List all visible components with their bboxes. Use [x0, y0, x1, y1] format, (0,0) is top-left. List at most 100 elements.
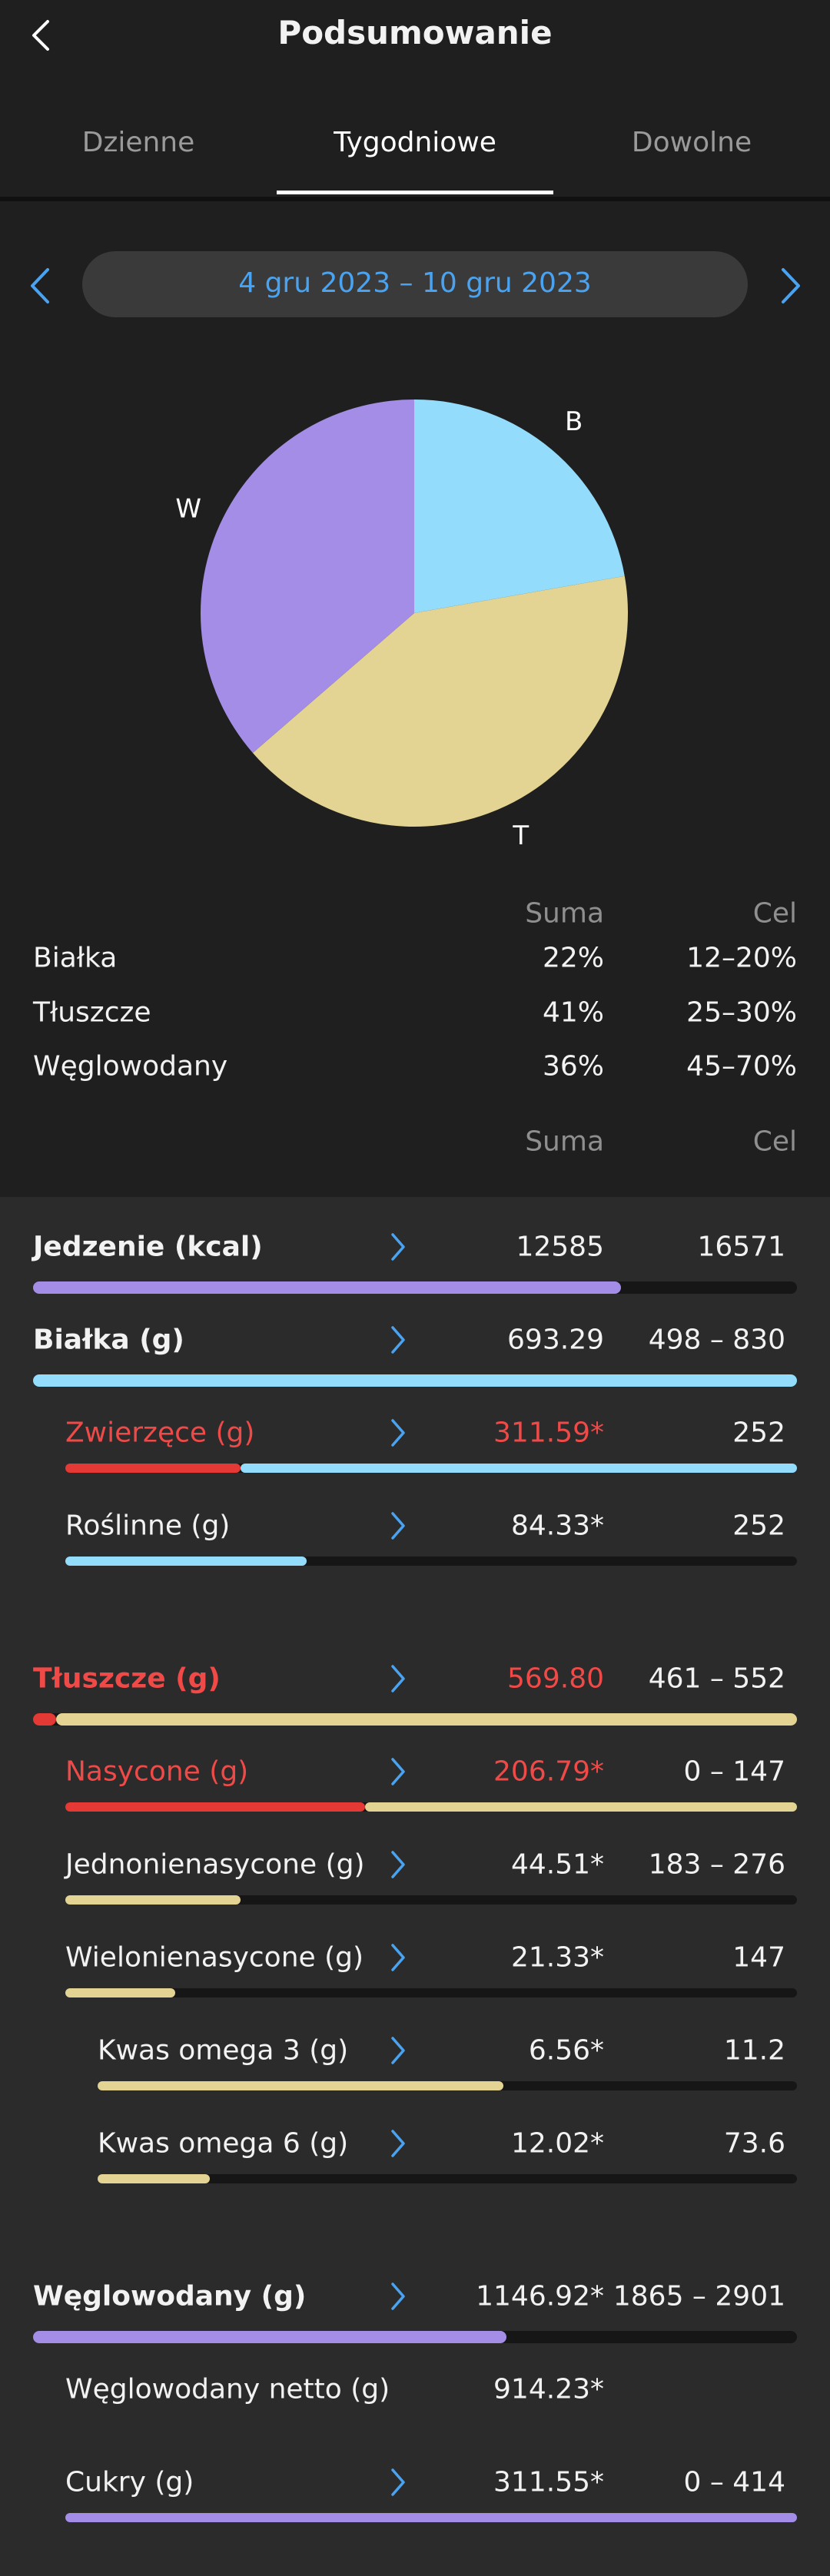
progress-segment [65, 1895, 241, 1905]
nutrient-sum: 12585 [516, 1231, 604, 1263]
detail-arrow[interactable] [387, 1417, 410, 1448]
nutrient-target: 0 – 147 [683, 1755, 785, 1788]
nutrient-label[interactable]: Cukry (g) [65, 2466, 194, 2498]
pie-slice [252, 575, 628, 827]
detail-arrow[interactable] [387, 2035, 410, 2066]
progress-segment [65, 1464, 241, 1473]
nutrient-sum: 84.33* [510, 1510, 604, 1542]
macro-label: Węglowodany [33, 1050, 228, 1082]
macro-label: Białka [33, 942, 118, 974]
progress-segment [65, 1557, 307, 1566]
progress-segment [55, 1713, 797, 1726]
detail-arrow[interactable] [387, 1663, 410, 1694]
nutrient-target: 73.6 [723, 2127, 785, 2160]
nutrient-label[interactable]: Nasycone (g) [65, 1755, 249, 1788]
progress-segment [65, 1802, 366, 1812]
progress-segment [98, 2174, 210, 2183]
nutrient-target: 252 [732, 1417, 785, 1449]
nutrient-sum: 6.56* [528, 2034, 604, 2067]
column-header: Cel [752, 1126, 797, 1158]
nutrient-label[interactable]: Jedzenie (kcal) [33, 1231, 263, 1263]
column-header: Cel [752, 897, 797, 930]
macro-target: 45–70% [686, 1050, 797, 1082]
date-range: 4 gru 2023 – 10 gru 2023 [238, 267, 592, 299]
macro-target: 12–20% [686, 942, 797, 974]
progress-track [98, 2174, 797, 2183]
nutrient-target: 16571 [697, 1231, 785, 1263]
progress-track [65, 1988, 797, 1997]
nutrient-target: 147 [732, 1941, 785, 1974]
macro-label: Tłuszcze [33, 996, 151, 1028]
nutrient-label[interactable]: Wielonienasycone (g) [65, 1941, 364, 1974]
pie-label: W [175, 493, 201, 524]
tab-divider [0, 197, 830, 201]
progress-segment [241, 1464, 797, 1473]
progress-segment [365, 1802, 797, 1812]
nutrient-sum: 1146.92* [476, 2280, 604, 2312]
progress-segment [33, 2331, 507, 2343]
progress-segment [65, 1988, 175, 1997]
detail-arrow[interactable] [387, 1942, 410, 1973]
nutrient-sum: 21.33* [510, 1941, 604, 1974]
macro-target: 25–30% [686, 996, 797, 1028]
tab[interactable]: Tygodniowe [334, 127, 496, 158]
nutrient-target: 183 – 276 [648, 1848, 785, 1881]
next-week[interactable] [771, 265, 808, 307]
nutrient-sum: 206.79* [493, 1755, 604, 1788]
nutrient-label[interactable]: Węglowodany (g) [33, 2280, 307, 2312]
nutrient-target: 11.2 [723, 2034, 785, 2067]
progress-segment [33, 1281, 622, 1294]
nutrient-sum: 693.29 [507, 1324, 604, 1356]
pie-label: B [565, 406, 583, 437]
progress-segment [98, 2081, 503, 2090]
detail-arrow[interactable] [387, 1510, 410, 1541]
progress-track [65, 1895, 797, 1905]
nutrient-target: 0 – 414 [683, 2466, 785, 2498]
nutrient-label[interactable]: Kwas omega 3 (g) [98, 2034, 349, 2067]
nutrient-sum: 44.51* [510, 1848, 604, 1881]
pie-label: T [512, 821, 529, 851]
detail-arrow[interactable] [387, 1756, 410, 1787]
nutrient-target: 252 [732, 1510, 785, 1542]
nutrient-target: 498 – 830 [648, 1324, 785, 1356]
nutrient-sum: 569.80 [507, 1663, 604, 1695]
back-button[interactable] [23, 17, 60, 54]
macro-sum: 41% [542, 996, 604, 1028]
nutrient-label[interactable]: Zwierzęce (g) [65, 1417, 255, 1449]
column-header: Suma [525, 897, 604, 930]
tab[interactable]: Dzienne [81, 127, 195, 158]
nutrient-label[interactable]: Kwas omega 6 (g) [98, 2127, 349, 2160]
nutrient-target: 461 – 552 [648, 1663, 785, 1695]
progress-segment [65, 2513, 797, 2522]
progress-segment [33, 1374, 797, 1387]
macro-sum: 36% [542, 1050, 604, 1082]
pie-slice [201, 399, 414, 754]
nutrient-sum: 12.02* [510, 2127, 604, 2160]
macro-pie: B T W [175, 399, 628, 851]
page-title: Podsumowanie [277, 14, 553, 51]
prev-week[interactable] [23, 265, 60, 307]
pie-slice [414, 399, 625, 613]
nutrient-label[interactable]: Roślinne (g) [65, 1510, 231, 1542]
column-header: Suma [525, 1126, 604, 1158]
tab[interactable]: Dowolne [631, 127, 752, 158]
nutrient-label[interactable]: Białka (g) [33, 1324, 184, 1356]
progress-segment [33, 1713, 56, 1726]
detail-arrow[interactable] [387, 2467, 410, 2498]
nutrient-label[interactable]: Węglowodany netto (g) [65, 2373, 390, 2405]
detail-arrow[interactable] [387, 2281, 410, 2312]
nutrient-sum: 311.59* [493, 1417, 604, 1449]
nutrient-label[interactable]: Tłuszcze (g) [33, 1663, 221, 1695]
detail-arrow[interactable] [387, 2128, 410, 2159]
detail-arrow[interactable] [387, 1324, 410, 1355]
date-pill[interactable] [82, 251, 748, 317]
active-tab-underline [277, 191, 553, 194]
nutrient-label[interactable]: Jednonienasycone (g) [65, 1848, 365, 1881]
detail-arrow[interactable] [387, 1849, 410, 1880]
nutrient-sum: 914.23* [493, 2373, 604, 2405]
nutrient-target: 1865 – 2901 [613, 2280, 785, 2312]
macro-sum: 22% [542, 942, 604, 974]
nutrient-sum: 311.55* [493, 2466, 604, 2498]
detail-arrow[interactable] [387, 1232, 410, 1262]
